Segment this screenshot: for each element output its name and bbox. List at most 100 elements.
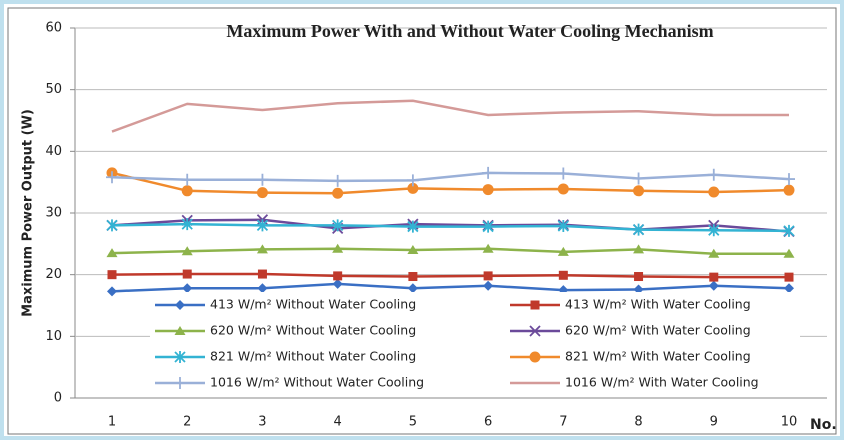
marker bbox=[331, 174, 344, 187]
marker bbox=[482, 184, 494, 196]
y-tick-label: 50 bbox=[45, 82, 62, 97]
marker bbox=[783, 173, 795, 186]
marker bbox=[332, 243, 344, 253]
marker bbox=[483, 280, 494, 291]
marker bbox=[106, 219, 118, 232]
series-line bbox=[111, 282, 790, 293]
marker bbox=[181, 185, 193, 197]
marker bbox=[482, 220, 494, 233]
marker bbox=[557, 246, 569, 256]
marker bbox=[634, 272, 644, 282]
marker bbox=[174, 351, 186, 363]
marker bbox=[106, 248, 118, 258]
series-line bbox=[111, 99, 789, 133]
marker bbox=[407, 182, 419, 194]
x-tick-label: 2 bbox=[183, 415, 191, 430]
series-line bbox=[111, 222, 790, 233]
marker bbox=[107, 270, 117, 280]
y-tick-label: 10 bbox=[45, 329, 62, 344]
marker bbox=[256, 187, 268, 199]
legend-label: 413 W/m² Without Water Cooling bbox=[210, 297, 416, 312]
x-axis-label: No. bbox=[810, 417, 837, 433]
y-axis-label: Maximum Power Output (W) bbox=[21, 109, 36, 317]
marker bbox=[783, 248, 795, 258]
x-tick-label: 3 bbox=[258, 415, 266, 430]
x-tick-label: 1 bbox=[108, 415, 116, 430]
marker bbox=[256, 219, 269, 232]
marker bbox=[557, 219, 569, 232]
marker bbox=[558, 270, 568, 280]
series-line bbox=[111, 272, 789, 279]
legend: 413 W/m² Without Water Cooling 413 W/m² W… bbox=[155, 297, 759, 390]
y-tick-label: 20 bbox=[45, 267, 62, 282]
marker bbox=[407, 220, 419, 233]
marker bbox=[408, 272, 418, 282]
marker bbox=[784, 272, 794, 282]
y-tick-label: 40 bbox=[45, 144, 62, 159]
marker bbox=[181, 218, 193, 231]
marker bbox=[708, 248, 720, 258]
marker bbox=[174, 377, 186, 389]
y-tick-label: 60 bbox=[45, 21, 62, 36]
plot bbox=[106, 99, 795, 297]
marker bbox=[483, 271, 493, 281]
series-line bbox=[111, 171, 790, 195]
legend-label: 1016 W/m² Without Water Cooling bbox=[210, 375, 424, 390]
marker bbox=[783, 184, 795, 196]
marker bbox=[557, 167, 570, 180]
marker bbox=[529, 325, 541, 337]
series-line bbox=[111, 247, 789, 255]
marker bbox=[332, 278, 343, 289]
x-tick-label: 9 bbox=[710, 415, 718, 430]
x-tick-label: 5 bbox=[409, 415, 417, 430]
series-line bbox=[111, 171, 790, 183]
marker bbox=[257, 283, 268, 294]
marker bbox=[707, 168, 720, 181]
marker bbox=[256, 244, 268, 254]
marker bbox=[633, 244, 645, 254]
marker bbox=[332, 187, 344, 199]
marker bbox=[708, 280, 719, 291]
chart-title: Maximum Power With and Without Water Coo… bbox=[226, 21, 713, 41]
marker bbox=[256, 173, 269, 186]
y-tick-label: 30 bbox=[45, 206, 62, 221]
marker bbox=[257, 269, 267, 279]
legend-label: 821 W/m² Without Water Cooling bbox=[210, 349, 416, 364]
marker bbox=[632, 172, 645, 185]
marker bbox=[709, 272, 719, 282]
x-tick-label: 7 bbox=[559, 415, 567, 430]
x-tick-label: 6 bbox=[484, 415, 492, 430]
marker bbox=[181, 246, 193, 256]
marker bbox=[530, 300, 540, 310]
marker bbox=[708, 224, 720, 237]
x-tick-label: 8 bbox=[634, 415, 642, 430]
marker bbox=[182, 269, 192, 279]
legend-label: 620 W/m² With Water Cooling bbox=[565, 323, 751, 338]
marker bbox=[784, 283, 794, 294]
marker bbox=[482, 166, 495, 179]
marker bbox=[783, 224, 795, 237]
x-tick-label: 4 bbox=[334, 415, 342, 430]
marker bbox=[482, 243, 494, 253]
x-tick-label: 10 bbox=[781, 415, 798, 430]
legend-label: 413 W/m² With Water Cooling bbox=[565, 297, 751, 312]
inner-frame bbox=[7, 7, 837, 435]
marker bbox=[106, 171, 118, 184]
marker bbox=[529, 351, 541, 363]
legend-label: 821 W/m² With Water Cooling bbox=[565, 349, 751, 364]
marker bbox=[181, 173, 194, 186]
marker bbox=[407, 245, 419, 254]
marker bbox=[182, 283, 193, 294]
marker bbox=[107, 286, 117, 297]
marker bbox=[633, 284, 644, 295]
marker bbox=[332, 219, 344, 232]
series-line bbox=[111, 218, 790, 233]
marker bbox=[708, 186, 720, 198]
marker bbox=[407, 283, 418, 294]
marker bbox=[632, 223, 645, 236]
y-tick-label: 0 bbox=[54, 391, 62, 406]
legend-label: 1016 W/m² With Water Cooling bbox=[565, 375, 759, 390]
legend-label: 620 W/m² Without Water Cooling bbox=[210, 323, 416, 338]
